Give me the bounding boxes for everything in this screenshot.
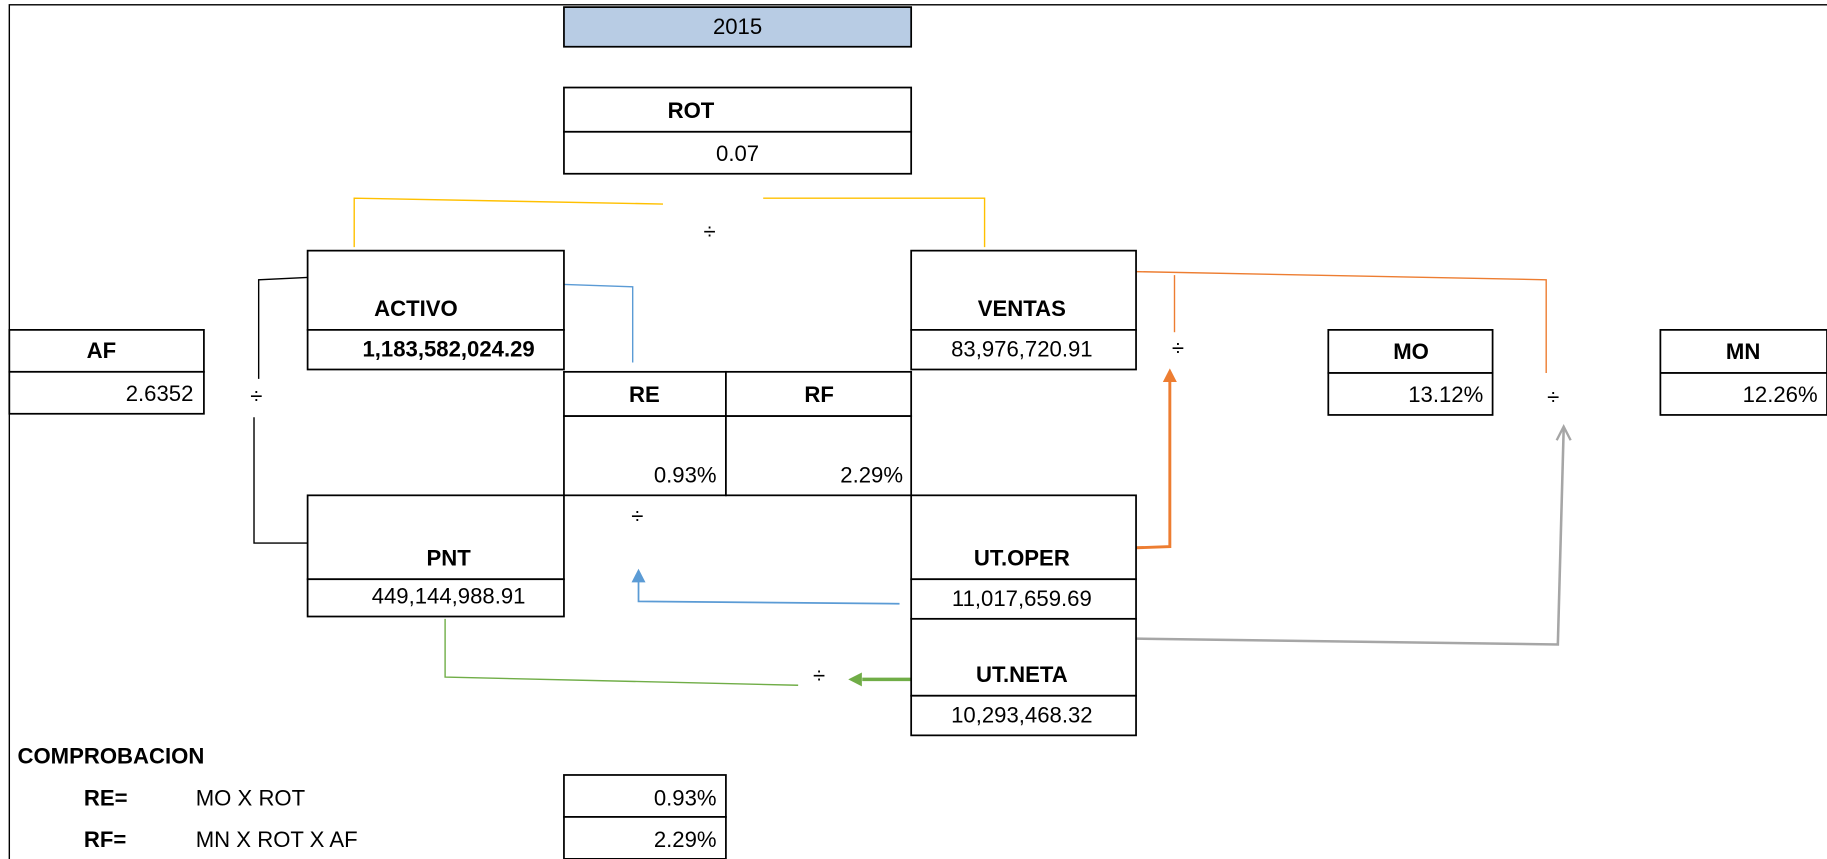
node-header <box>725 370 913 417</box>
check-label: RE= <box>84 785 128 810</box>
node-value-cell <box>1659 372 1827 416</box>
check-value-cell <box>563 816 727 859</box>
check-formula: MN X ROT X AF <box>196 827 358 852</box>
node-label: RE <box>629 382 660 407</box>
node-value-cell <box>8 370 205 415</box>
year-cell <box>563 6 913 48</box>
node-header <box>1659 329 1827 374</box>
node-value: 2.6352 <box>126 381 194 406</box>
year: 2015 <box>713 14 762 39</box>
node-value-cell <box>910 578 1137 620</box>
gray-arrow-line <box>1136 428 1565 646</box>
blue-arrow-line <box>637 580 900 605</box>
node-value-cell <box>725 415 913 497</box>
node-value-cell <box>910 329 1137 371</box>
node-value-cell <box>306 578 565 618</box>
node-label: VENTAS <box>978 296 1066 321</box>
node-value: 10,293,468.32 <box>951 703 1093 728</box>
node-value: 2.29% <box>840 463 903 488</box>
check-formula: MO X ROT <box>196 785 305 810</box>
node-label: UT.OPER <box>974 545 1070 570</box>
node-value: 11,017,659.69 <box>952 586 1092 611</box>
black-connector <box>253 417 308 544</box>
blue-connector <box>563 283 634 363</box>
green-arrowhead <box>848 672 862 687</box>
check-value-cell <box>563 774 727 818</box>
orange-connector <box>1136 270 1547 373</box>
node-value-cell <box>1327 372 1494 416</box>
node-value-cell <box>563 130 913 175</box>
check-label: RF= <box>84 827 126 852</box>
orange-arrowhead <box>1162 368 1177 382</box>
blue-arrowhead <box>631 568 646 583</box>
check-title: COMPROBACION <box>17 743 204 768</box>
node-value: 449,144,988.91 <box>372 584 526 609</box>
division-symbol: ÷ <box>1172 336 1184 361</box>
node-value: 1,183,582,024.29 <box>362 337 534 362</box>
orange-arrow-line <box>1135 379 1172 550</box>
yellow-connector <box>763 197 986 248</box>
node-header <box>910 494 1137 581</box>
check-value: 2.29% <box>654 827 717 852</box>
node-label: ACTIVO <box>374 296 458 321</box>
node-label: MN <box>1726 339 1760 364</box>
node-label: AF <box>87 338 117 363</box>
node-label: UT.NETA <box>976 662 1068 687</box>
division-symbol: ÷ <box>631 503 643 528</box>
node-value: 83,976,720.91 <box>951 337 1093 362</box>
node-header <box>1327 329 1494 374</box>
division-symbol: ÷ <box>813 663 825 688</box>
yellow-connector <box>353 197 663 248</box>
node-value-cell <box>306 329 565 371</box>
node-label: ROT <box>668 98 715 123</box>
sheet-frame <box>8 4 1827 859</box>
division-symbol: ÷ <box>250 383 262 408</box>
node-value: 12.26% <box>1743 382 1818 407</box>
division-symbol: ÷ <box>1547 384 1559 409</box>
node-label: PNT <box>426 545 471 570</box>
division-symbol: ÷ <box>704 219 716 244</box>
node-header <box>306 494 565 581</box>
node-label: RF <box>804 382 834 407</box>
node-value-cell <box>563 415 727 497</box>
node-value: 0.93% <box>654 463 717 488</box>
node-value: 13.12% <box>1408 382 1483 407</box>
node-header <box>563 86 913 133</box>
black-connector <box>257 276 308 379</box>
green-connector <box>444 618 799 686</box>
gray-arrowhead <box>1555 424 1572 441</box>
node-value: 0.07 <box>716 141 759 166</box>
node-value-cell <box>910 694 1137 737</box>
check-value: 0.93% <box>654 785 717 810</box>
node-label: MO <box>1393 339 1429 364</box>
